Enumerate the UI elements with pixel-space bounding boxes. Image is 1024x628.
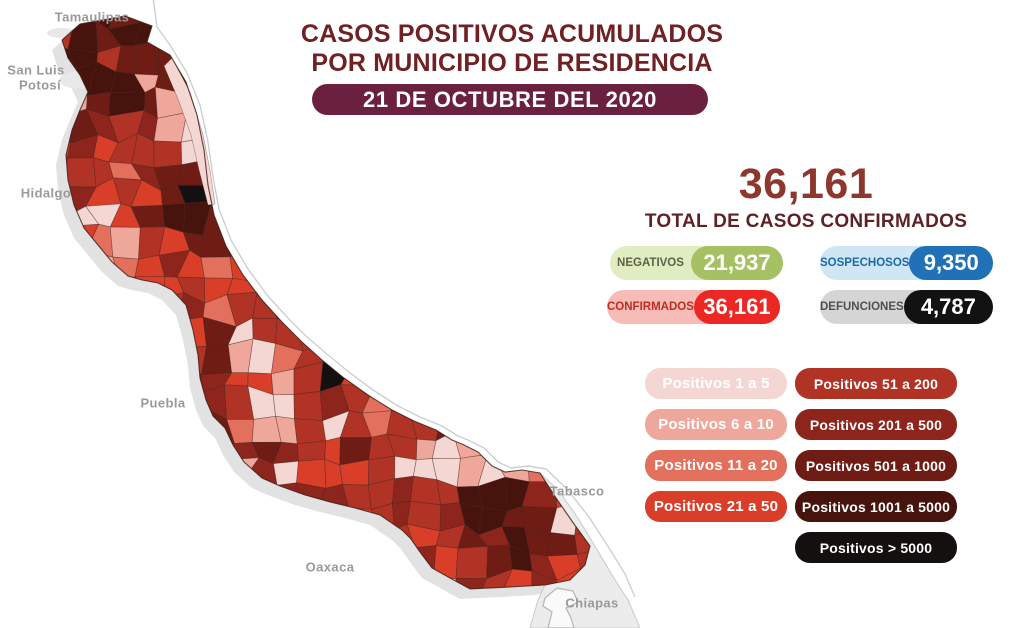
stat-sospechosos: SOSPECHOSOS 9,350 (820, 246, 993, 280)
legend-item-501-1000: Positivos 501 a 1000 (795, 450, 957, 481)
stat-defunciones-label: DEFUNCIONES (820, 301, 904, 313)
stat-defunciones: DEFUNCIONES 4,787 (820, 290, 993, 324)
legend-column-right: Positivos 51 a 200 Positivos 201 a 500 P… (795, 368, 957, 563)
veracruz-choropleth-map (47, 0, 640, 628)
stat-defunciones-value: 4,787 (903, 290, 993, 324)
state-label-tabasco: Tabasco (549, 483, 605, 499)
state-label-tamaulipas: Tamaulipas (54, 9, 130, 25)
state-label-oaxaca: Oaxaca (305, 559, 355, 575)
legend-item-21-50: Positivos 21 a 50 (645, 491, 787, 522)
page-title-line2: POR MUNICIPIO DE RESIDENCIA (311, 49, 713, 78)
stat-negativos-value: 21,937 (691, 246, 783, 280)
stat-confirmados-label: CONFIRMADOS (607, 301, 694, 313)
state-label-hidalgo: Hidalgo (20, 185, 72, 201)
state-label-san-luis-potosi-2: Potosí (18, 77, 62, 93)
legend-item-11-20: Positivos 11 a 20 (645, 450, 787, 481)
total-confirmed-number: 36,161 (738, 160, 874, 208)
legend-item-51-200: Positivos 51 a 200 (795, 368, 957, 399)
legend-item-over-5000: Positivos > 5000 (795, 532, 957, 563)
legend-item-1-5: Positivos 1 a 5 (645, 368, 787, 399)
stat-negativos-label: NEGATIVOS (617, 257, 684, 269)
legend-item-1001-5000: Positivos 1001 a 5000 (795, 491, 957, 522)
date-banner: 21 DE OCTUBRE DEL 2020 (312, 84, 708, 115)
stat-confirmados-value: 36,161 (693, 290, 780, 324)
page-title: CASOS POSITIVOS ACUMULADOS POR MUNICIPIO… (280, 20, 744, 79)
stat-sospechosos-label: SOSPECHOSOS (820, 257, 910, 269)
total-confirmed-label: TOTAL DE CASOS CONFIRMADOS (644, 211, 968, 232)
date-banner-text: 21 DE OCTUBRE DEL 2020 (362, 86, 657, 112)
legend-item-201-500: Positivos 201 a 500 (795, 409, 957, 440)
legend-column-left: Positivos 1 a 5 Positivos 6 a 10 Positiv… (645, 368, 787, 522)
stat-negativos: NEGATIVOS 21,937 (610, 246, 783, 280)
state-label-puebla: Puebla (140, 395, 186, 411)
legend-item-6-10: Positivos 6 a 10 (645, 409, 787, 440)
state-label-san-luis-potosi-1: San Luis (7, 62, 65, 78)
stat-confirmados: CONFIRMADOS 36,161 (607, 290, 780, 324)
page-title-line1: CASOS POSITIVOS ACUMULADOS (300, 20, 724, 48)
stat-sospechosos-value: 9,350 (909, 246, 993, 280)
state-label-chiapas: Chiapas (565, 595, 619, 611)
